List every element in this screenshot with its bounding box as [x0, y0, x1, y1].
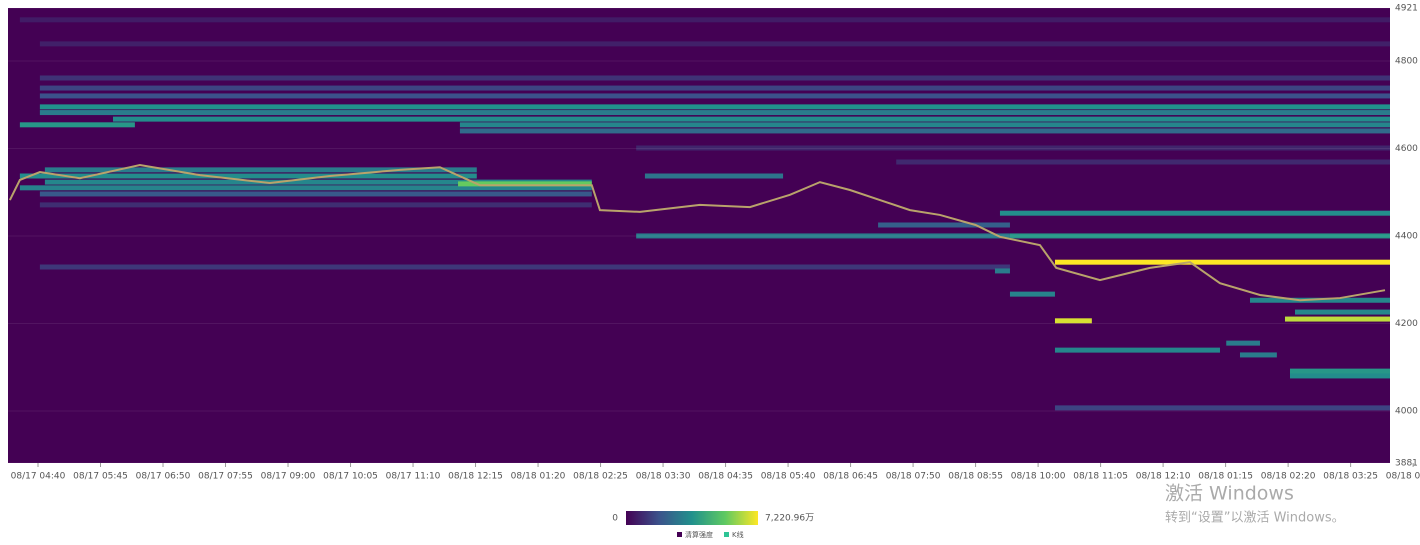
overlay-subtitle: 转到“设置”以激活 Windows。 [1165, 511, 1345, 526]
heat-band [1294, 309, 1390, 315]
heat-band [1289, 373, 1390, 379]
heat-band [1054, 318, 1092, 324]
price-line [8, 164, 1386, 302]
heat-band [1249, 297, 1390, 303]
heat-band [1226, 340, 1260, 346]
x-tick-label: 08/18 08:55 [948, 472, 1003, 482]
heat-band [39, 110, 1390, 116]
heat-band [19, 17, 1390, 23]
heat-band [19, 185, 592, 191]
legend-swatch [724, 532, 729, 537]
heat-band [1009, 233, 1390, 239]
heat-band [459, 128, 1390, 134]
heat-band [1054, 405, 1390, 411]
x-tick-label: 08/17 11:10 [386, 472, 441, 482]
heat-band [39, 85, 1390, 91]
heat-band [113, 116, 1390, 122]
heat-band [19, 122, 135, 128]
heat-band [999, 210, 1390, 216]
heat-band [458, 181, 592, 187]
heat-band [44, 167, 477, 173]
y-tick-label: 4000 [1395, 406, 1418, 416]
heat-band [1009, 291, 1055, 297]
heat-band [636, 233, 1010, 239]
legend-label[interactable]: K线 [732, 530, 744, 539]
x-axis: 08/17 04:40 08/17 05:45 08/17 06:50 08/17 0… [11, 463, 1420, 482]
heat-band [19, 173, 477, 179]
y-tick-label: 4200 [1395, 319, 1418, 329]
x-tick-label: 08/18 02:20 [1261, 472, 1316, 482]
y-tick-label: 4600 [1395, 144, 1418, 154]
heat-band [39, 75, 1390, 81]
colorbar-max: 7,220.96万 [765, 514, 814, 524]
colorbar [626, 511, 758, 525]
legend-label[interactable]: 清算强度 [685, 530, 713, 539]
x-tick-label: 08/18 04:30 [1386, 472, 1420, 482]
heat-band [644, 173, 784, 179]
heat-band [44, 179, 592, 185]
x-tick-label: 08/18 10:00 [1011, 472, 1066, 482]
heat-band [39, 191, 592, 197]
x-tick-label: 08/17 06:50 [136, 472, 191, 482]
y-tick-label: 3881 [1395, 459, 1418, 469]
heat-band [636, 145, 1390, 151]
legend-swatch [677, 532, 682, 537]
heat-band [39, 41, 1390, 47]
x-tick-label: 08/18 05:40 [761, 472, 816, 482]
y-tick-label: 4800 [1395, 56, 1418, 66]
heat-band [1284, 316, 1390, 322]
heat-band [1054, 347, 1220, 353]
heat-band [994, 268, 1010, 274]
overlay-title: 激活 Windows [1165, 483, 1294, 505]
heat-band [1239, 352, 1277, 358]
heat-band [878, 222, 1010, 228]
x-tick-label: 08/18 12:15 [448, 472, 503, 482]
x-tick-label: 08/17 04:40 [11, 472, 66, 482]
heat-band [459, 122, 1390, 128]
x-tick-label: 08/18 01:20 [511, 472, 566, 482]
x-tick-label: 08/18 01:15 [1198, 472, 1253, 482]
x-tick-label: 08/17 09:00 [261, 472, 316, 482]
x-tick-label: 08/17 07:55 [198, 472, 253, 482]
heat-band [39, 93, 1390, 99]
heat-band [39, 202, 592, 208]
heat-band [1054, 259, 1390, 265]
heat-band [1289, 368, 1390, 374]
x-tick-label: 08/17 05:45 [73, 472, 128, 482]
y-tick-label: 4921 [1395, 4, 1418, 14]
x-tick-label: 08/18 06:45 [823, 472, 878, 482]
x-tick-label: 08/18 11:05 [1073, 472, 1128, 482]
heat-band [39, 264, 1010, 270]
x-tick-label: 08/17 10:05 [323, 472, 378, 482]
x-tick-label: 08/18 03:25 [1323, 472, 1378, 482]
x-tick-label: 08/18 02:25 [573, 472, 628, 482]
x-tick-label: 08/18 04:35 [698, 472, 753, 482]
colorbar-min: 0 [612, 514, 618, 524]
y-tick-label: 4400 [1395, 231, 1418, 241]
x-tick-label: 08/18 07:50 [886, 472, 941, 482]
heat-band [39, 104, 1390, 110]
x-tick-label: 08/18 12:10 [1136, 472, 1191, 482]
x-tick-label: 08/18 03:30 [636, 472, 691, 482]
heat-band [896, 159, 1390, 165]
